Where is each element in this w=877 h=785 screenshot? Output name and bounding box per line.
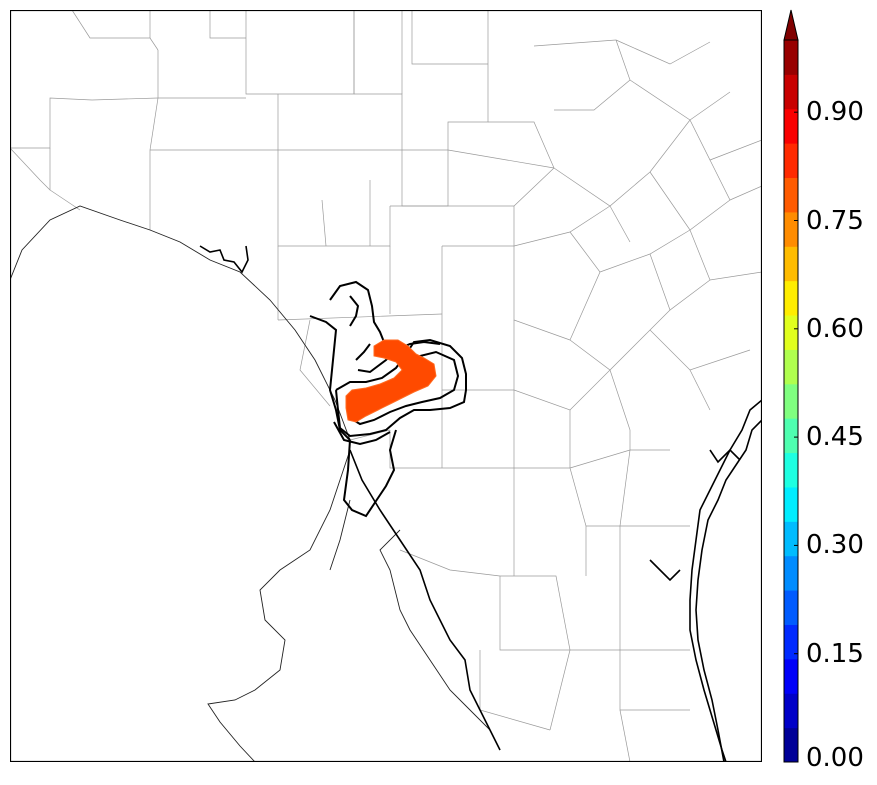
colorbar-level [784,521,798,557]
colorbar-extend-arrow [783,9,799,41]
colorbar-level [784,418,798,454]
colorbar-level [784,280,798,316]
colorbar [783,9,799,763]
colorbar-tick-label: 0.15 [806,638,864,669]
colorbar-level [784,590,798,625]
map-frame [10,10,762,762]
colorbar-frame [783,39,799,763]
colorbar-level [784,177,798,213]
colorbar-level [784,383,798,419]
colorbar-tick-label: 0.60 [806,313,864,344]
colorbar-level [784,693,798,729]
colorbar-tick-label: 0.75 [806,205,864,236]
coastline [199,245,762,762]
colorbar-level [784,40,798,75]
colorbar-level [784,727,798,763]
colorbar-tick-label: 0.90 [806,97,864,128]
colorbar-level [784,349,798,385]
colorbar-level [784,624,798,660]
colorbar-level [784,108,798,144]
colorbar-level [784,211,798,247]
filled-contour [345,339,437,423]
colorbar-level [784,486,798,522]
colorbar-level [784,658,798,694]
colorbar-tick-label: 0.00 [806,743,864,774]
colorbar-level [784,143,798,179]
colorbar-tick-label: 0.45 [806,422,864,453]
colorbar-level [784,246,798,282]
mexico-state-boundaries [10,205,501,762]
colorbar-level [784,315,798,350]
colorbar-level [784,74,798,110]
colorbar-level [784,555,798,591]
colorbar-level [784,452,798,488]
map-panel [10,10,762,762]
county-boundaries [10,10,762,762]
colorbar-tick-label: 0.30 [806,530,864,561]
